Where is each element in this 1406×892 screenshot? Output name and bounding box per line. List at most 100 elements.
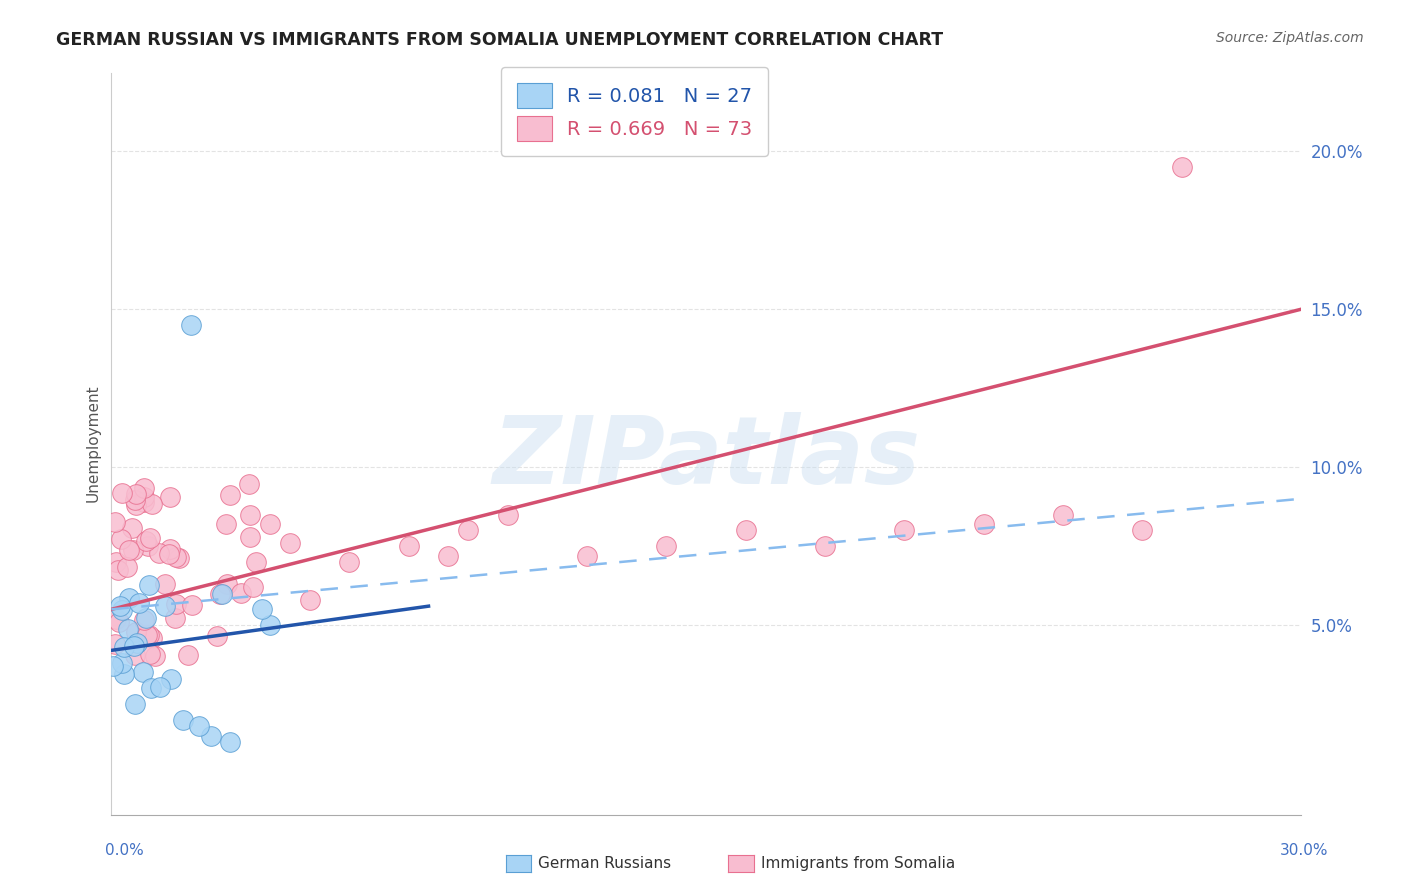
Text: Immigrants from Somalia: Immigrants from Somalia [761, 856, 955, 871]
Point [128, 596, 150, 610]
Point [496, 508, 519, 522]
Point [136, 628, 159, 642]
Point [134, 481, 156, 495]
Point [143, 649, 166, 664]
Point [239, 508, 262, 522]
Text: 30.0%: 30.0% [1281, 843, 1329, 858]
Point [104, 637, 127, 651]
Point [104, 611, 127, 625]
Point [111, 486, 134, 500]
Point [242, 580, 264, 594]
Point [108, 615, 131, 629]
Point [973, 517, 995, 532]
Point [149, 681, 172, 695]
Y-axis label: Unemployment: Unemployment [86, 384, 100, 502]
Point [124, 697, 146, 711]
Point [135, 534, 157, 549]
Point [134, 613, 156, 627]
Point [211, 586, 233, 600]
Point [245, 555, 267, 569]
Point [205, 629, 228, 643]
Point [155, 599, 177, 613]
Point [176, 648, 198, 662]
Point [124, 648, 146, 662]
Point [121, 520, 143, 534]
Point [337, 555, 360, 569]
Point [141, 631, 163, 645]
Point [215, 576, 238, 591]
Point [167, 550, 190, 565]
Point [148, 546, 170, 560]
Point [112, 667, 135, 681]
Point [172, 713, 194, 727]
Point [139, 681, 162, 696]
Point [655, 539, 678, 553]
Point [298, 592, 321, 607]
Text: Source: ZipAtlas.com: Source: ZipAtlas.com [1216, 31, 1364, 45]
Point [278, 536, 301, 550]
Point [136, 539, 159, 553]
Point [135, 611, 157, 625]
Point [239, 530, 262, 544]
Point [165, 549, 187, 564]
Point [110, 532, 132, 546]
Point [124, 625, 146, 640]
Point [1052, 508, 1074, 522]
Point [138, 578, 160, 592]
Point [250, 602, 273, 616]
Legend: R = 0.081   N = 27, R = 0.669   N = 73: R = 0.081 N = 27, R = 0.669 N = 73 [502, 68, 768, 156]
Point [1130, 524, 1153, 538]
Point [132, 665, 155, 680]
Point [159, 547, 181, 561]
Point [180, 318, 202, 333]
Point [111, 656, 134, 670]
Point [734, 524, 756, 538]
Point [215, 517, 238, 532]
Point [153, 576, 176, 591]
Point [219, 488, 242, 502]
Point [437, 549, 460, 563]
Point [121, 542, 143, 557]
Point [117, 622, 139, 636]
Point [209, 586, 232, 600]
Point [576, 549, 599, 563]
Point [104, 515, 127, 529]
Text: 0.0%: 0.0% [105, 843, 145, 858]
Point [122, 639, 145, 653]
Point [238, 477, 260, 491]
Point [165, 611, 187, 625]
Point [814, 539, 837, 553]
Point [160, 672, 183, 686]
Text: GERMAN RUSSIAN VS IMMIGRANTS FROM SOMALIA UNEMPLOYMENT CORRELATION CHART: GERMAN RUSSIAN VS IMMIGRANTS FROM SOMALI… [56, 31, 943, 49]
Point [112, 640, 135, 655]
Point [180, 599, 202, 613]
Point [138, 627, 160, 641]
Point [134, 495, 156, 509]
Point [125, 635, 148, 649]
Point [134, 490, 156, 504]
Point [219, 735, 242, 749]
Point [125, 498, 148, 512]
Point [457, 524, 479, 538]
Point [893, 524, 915, 538]
Point [259, 517, 281, 532]
Point [231, 586, 253, 600]
Point [104, 555, 127, 569]
Point [398, 539, 420, 553]
Point [1170, 161, 1192, 175]
Point [125, 487, 148, 501]
Point [111, 603, 134, 617]
Point [259, 618, 281, 632]
Text: German Russians: German Russians [538, 856, 672, 871]
Point [118, 543, 141, 558]
Point [101, 659, 124, 673]
Point [165, 597, 187, 611]
Point [187, 719, 209, 733]
Point [139, 647, 162, 661]
Point [141, 497, 163, 511]
Point [200, 729, 222, 743]
Point [108, 599, 131, 614]
Point [115, 559, 138, 574]
Point [139, 531, 162, 545]
Point [159, 490, 181, 504]
